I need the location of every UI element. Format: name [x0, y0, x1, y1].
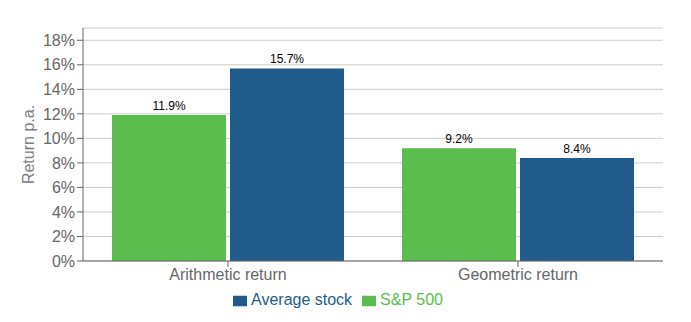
- svg-text:14%: 14%: [43, 81, 75, 98]
- svg-text:Geometric return: Geometric return: [458, 266, 578, 283]
- svg-text:9.2%: 9.2%: [445, 132, 473, 146]
- svg-text:Arithmetic return: Arithmetic return: [169, 266, 286, 283]
- svg-text:18%: 18%: [43, 32, 75, 49]
- html-text:Average stock: Average stock: [251, 291, 353, 308]
- svg-text:4%: 4%: [52, 204, 75, 221]
- svg-text:12%: 12%: [43, 106, 75, 123]
- svg-text:2%: 2%: [52, 228, 75, 245]
- html-text:S&P 500: S&P 500: [380, 291, 443, 308]
- svg-text:8%: 8%: [52, 155, 75, 172]
- svg-text:11.9%: 11.9%: [152, 99, 185, 113]
- svg-text:0%: 0%: [52, 253, 75, 270]
- svg-text:8.4%: 8.4%: [563, 142, 591, 156]
- svg-text:Return p.a.: Return p.a.: [20, 105, 37, 184]
- svg-text:16%: 16%: [43, 56, 75, 73]
- svg-text:6%: 6%: [52, 179, 75, 196]
- svg-text:15.7%: 15.7%: [270, 52, 304, 66]
- svg-text:10%: 10%: [43, 130, 75, 147]
